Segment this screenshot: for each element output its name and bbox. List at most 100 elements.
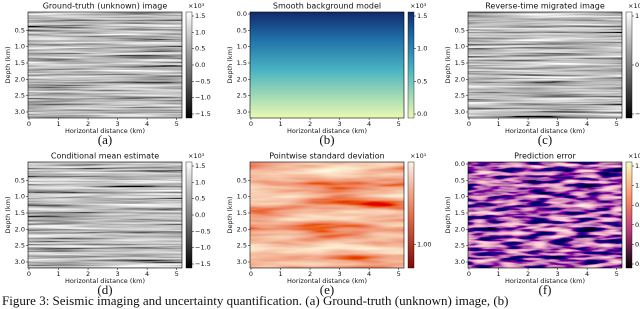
colorbar-scale: ×10² xyxy=(628,152,640,160)
panel-caption: (e) xyxy=(320,282,334,297)
x-tick-label: 2 xyxy=(86,270,90,278)
x-axis-label: Horizontal distance (km) xyxy=(505,277,585,285)
panel-image xyxy=(250,12,404,118)
colorbar-tick-label: −0.5 xyxy=(195,227,211,235)
y-tick-label: 1.0 xyxy=(455,43,465,51)
panel-caption: (c) xyxy=(538,132,552,147)
panel-caption: (a) xyxy=(98,132,112,147)
y-tick-label: 2.5 xyxy=(237,242,247,250)
y-tick-label: 1.5 xyxy=(455,209,465,217)
y-tick-label: 2.5 xyxy=(15,92,25,100)
x-axis-label: Horizontal distance (km) xyxy=(65,277,145,285)
colorbar-tick-label: 0.5 xyxy=(195,195,205,203)
y-axis-label: Depth (km) xyxy=(226,46,234,83)
y-tick-label: 1.5 xyxy=(15,209,25,217)
x-tick-label: 4 xyxy=(585,270,589,278)
panel-title: Pointwise standard deviation xyxy=(269,152,384,161)
x-tick-label: 4 xyxy=(367,270,371,278)
colorbar-scale: ×10¹ xyxy=(410,152,427,160)
y-tick-label: 1.5 xyxy=(237,59,247,67)
x-tick-label: 1 xyxy=(278,270,282,278)
colorbar-tick-label: −0.5 xyxy=(195,77,211,85)
x-tick-label: 0 xyxy=(249,120,253,128)
panel-caption: (f) xyxy=(539,282,552,297)
x-tick-label: 5 xyxy=(175,120,179,128)
panel-image xyxy=(28,162,182,268)
colorbar-scale: ×10³ xyxy=(628,2,640,10)
x-tick-label: 3 xyxy=(116,270,120,278)
image-frame xyxy=(249,11,405,119)
x-tick-label: 2 xyxy=(526,120,530,128)
x-tick-label: 0 xyxy=(27,120,31,128)
x-tick-label: 5 xyxy=(615,120,619,128)
y-tick-label: 1.0 xyxy=(15,43,25,51)
image-frame xyxy=(467,11,623,119)
colorbar-tick-label: −1 xyxy=(635,110,640,118)
panel-image xyxy=(468,12,622,118)
x-tick-label: 0 xyxy=(249,270,253,278)
colorbar-tick-label: −1.5 xyxy=(195,110,211,118)
y-tick-label: 1.0 xyxy=(237,43,247,51)
panel-title: Prediction error xyxy=(514,152,576,161)
y-axis-label: Depth (km) xyxy=(444,46,452,83)
colorbar-tick-label: 0.2 xyxy=(635,260,640,268)
y-tick-label: 2.0 xyxy=(455,225,465,233)
x-tick-label: 1 xyxy=(496,120,500,128)
y-tick-label: 1.5 xyxy=(455,59,465,67)
figure-caption: Figure 3: Seismic imaging and uncertaint… xyxy=(2,293,509,308)
y-tick-label: 0.5 xyxy=(455,176,465,184)
y-tick-label: 1.5 xyxy=(15,59,25,67)
x-axis-label: Horizontal distance (km) xyxy=(287,127,367,135)
y-tick-label: 2.5 xyxy=(455,92,465,100)
x-tick-label: 2 xyxy=(526,270,530,278)
x-tick-label: 3 xyxy=(556,270,560,278)
colorbar-tick-label: 1.5 xyxy=(195,12,205,20)
x-tick-label: 1 xyxy=(278,120,282,128)
x-tick-label: 4 xyxy=(585,120,589,128)
x-axis-label: Horizontal distance (km) xyxy=(505,127,585,135)
y-tick-label: 3.0 xyxy=(455,258,465,266)
y-axis-label: Depth (km) xyxy=(444,196,452,233)
panel-image xyxy=(468,162,622,268)
colorbar-tick-label: 1.0 xyxy=(635,182,640,190)
x-tick-label: 2 xyxy=(308,120,312,128)
y-tick-label: 3.0 xyxy=(455,108,465,116)
colorbar xyxy=(185,161,193,269)
y-tick-label: 2.0 xyxy=(455,75,465,83)
x-tick-label: 5 xyxy=(397,270,401,278)
y-tick-label: 1.0 xyxy=(15,193,25,201)
y-tick-label: 2.5 xyxy=(237,92,247,100)
panel-title: Reverse-time migrated image xyxy=(485,2,605,11)
colorbar-tick-label: 0.0 xyxy=(417,110,427,118)
image-frame xyxy=(27,161,183,269)
x-tick-label: 3 xyxy=(556,120,560,128)
colorbar xyxy=(185,11,193,119)
colorbar-tick-label: −1.5 xyxy=(195,260,211,268)
x-tick-label: 5 xyxy=(175,270,179,278)
colorbar xyxy=(407,161,415,269)
image-frame xyxy=(27,11,183,119)
x-tick-label: 0 xyxy=(27,270,31,278)
y-tick-label: 2.0 xyxy=(237,225,247,233)
panel-caption: (b) xyxy=(319,132,334,147)
colorbar-tick-label: 1.5 xyxy=(417,12,427,20)
colorbar-tick-label: 1.0 xyxy=(195,28,205,36)
image-frame xyxy=(467,161,623,269)
colorbar-tick-label: 0.0 xyxy=(195,211,205,219)
x-tick-label: 1 xyxy=(56,270,60,278)
y-tick-label: 0.5 xyxy=(15,26,25,34)
y-tick-label: 0.5 xyxy=(455,26,465,34)
colorbar-tick-label: 0.4 xyxy=(635,240,640,248)
y-tick-label: 0.0 xyxy=(237,10,247,18)
colorbar-tick-label: 1.2 xyxy=(635,162,640,170)
y-tick-label: 0.5 xyxy=(15,176,25,184)
y-axis-label: Depth (km) xyxy=(4,46,12,83)
panel-image xyxy=(28,12,182,118)
colorbar-tick-label: −1.0 xyxy=(195,244,211,252)
x-tick-label: 0 xyxy=(467,270,471,278)
colorbar-tick-label: 0.0 xyxy=(195,61,205,69)
x-tick-label: 4 xyxy=(145,120,149,128)
y-tick-label: 3.0 xyxy=(237,108,247,116)
y-axis-label: Depth (km) xyxy=(226,196,234,233)
colorbar-tick-label: 0 xyxy=(635,61,639,69)
